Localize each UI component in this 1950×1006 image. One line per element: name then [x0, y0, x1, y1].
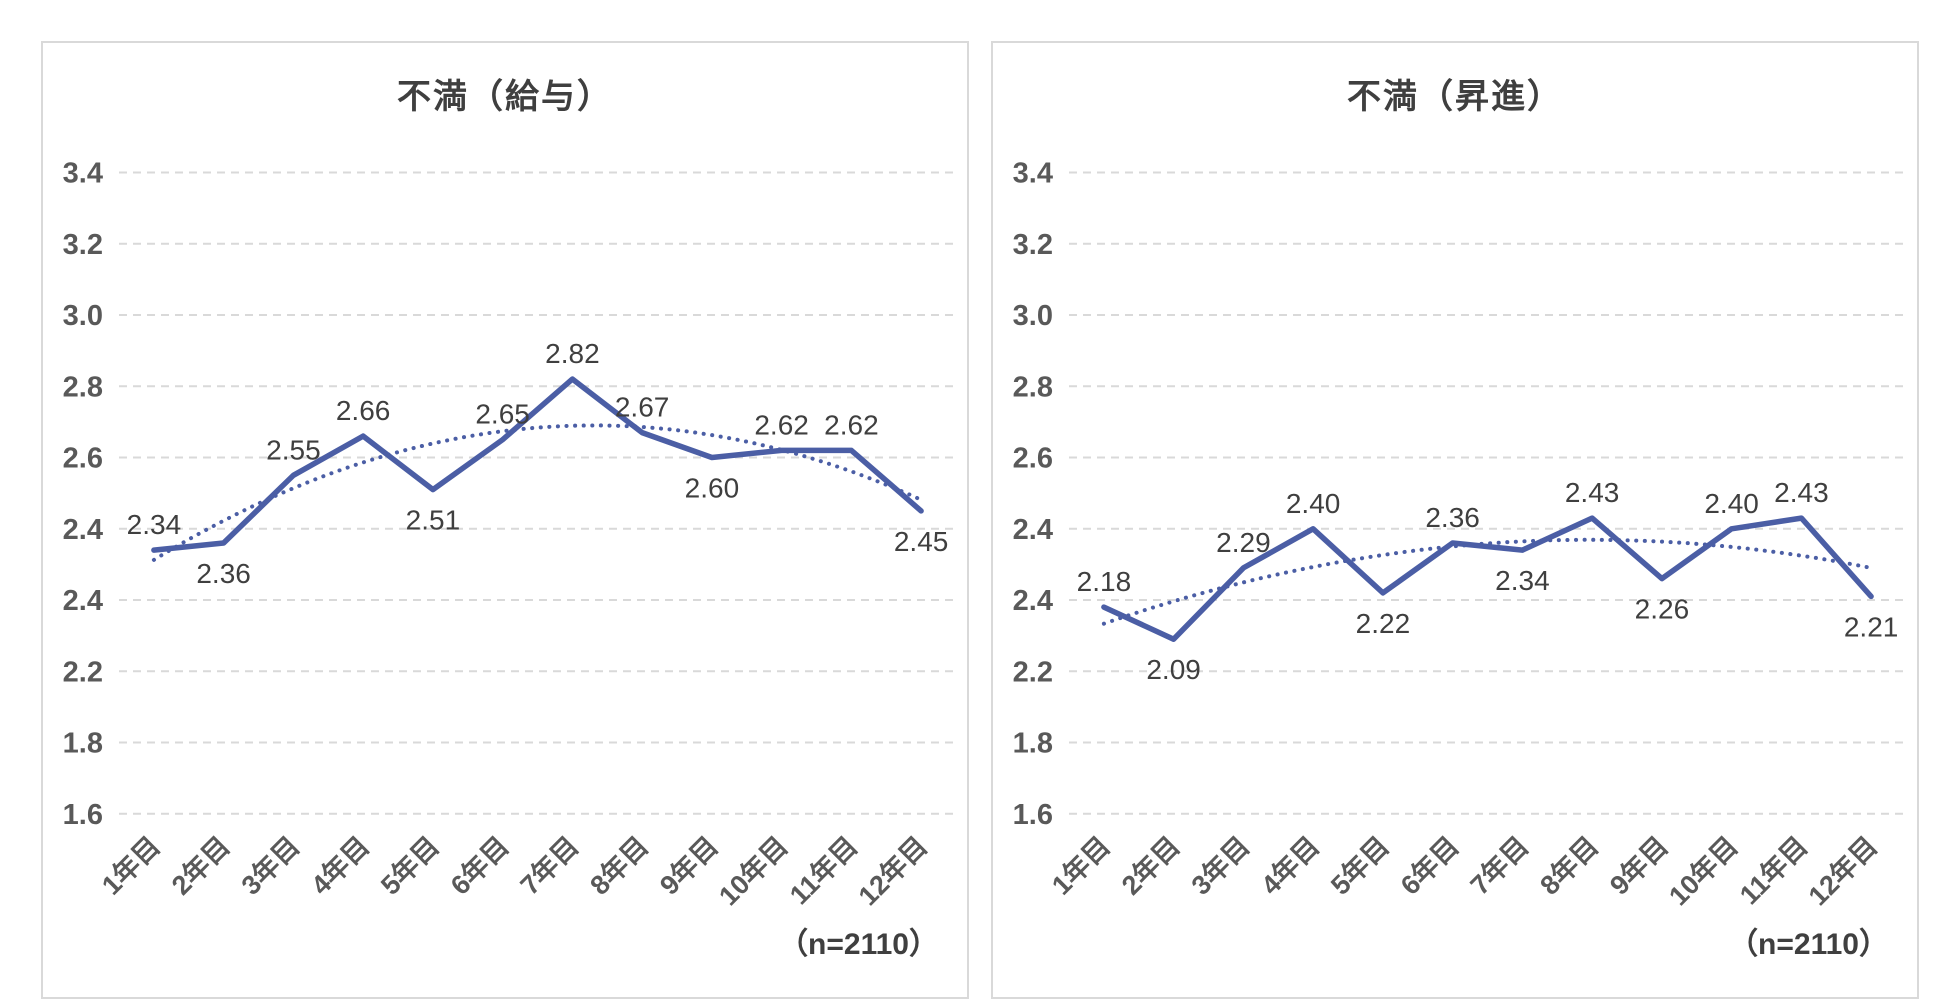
x-axis-tick-label: 7年目: [514, 830, 585, 901]
data-point-label: 2.45: [894, 526, 949, 557]
data-point-label: 2.34: [127, 509, 182, 540]
y-axis-tick-label: 2.4: [63, 585, 103, 617]
y-axis-tick-label: 3.2: [1013, 229, 1053, 261]
x-axis-tick-label: 8年目: [584, 830, 655, 901]
x-axis-tick-label: 11年目: [783, 830, 863, 910]
data-point-label: 2.26: [1635, 594, 1690, 625]
y-axis-tick-label: 3.0: [63, 300, 103, 332]
data-point-label: 2.09: [1146, 654, 1201, 685]
y-axis-tick-label: 2.2: [63, 656, 103, 688]
x-axis-tick-label: 7年目: [1464, 830, 1535, 901]
x-axis-tick-label: 6年目: [444, 830, 515, 901]
y-axis-tick-label: 1.6: [63, 799, 103, 831]
chart-title-promotion: 不満（昇進）: [1347, 78, 1563, 116]
chart-panel-salary: 3.4 3.2 3.0 2.8 2.6 2.4 2.4 2.2 1.8 1.6 1年目 2年目 3年目 4…: [41, 41, 969, 999]
data-point-label: 2.18: [1077, 566, 1132, 597]
sample-size-note: （n=2110）: [1728, 928, 1889, 961]
x-axis-tick-label: 2年目: [165, 830, 236, 901]
x-axis-tick-label: 4年目: [1255, 830, 1326, 901]
x-axis-tick-label: 1年目: [1045, 830, 1116, 901]
x-axis-tick-label: 10年目: [1663, 830, 1744, 911]
x-axis-tick-label: 4年目: [305, 830, 376, 901]
data-point-label: 2.36: [1425, 502, 1480, 533]
y-axis-tick-label: 3.2: [63, 229, 103, 261]
data-point-label: 2.40: [1704, 488, 1759, 519]
data-point-label: 2.29: [1216, 527, 1271, 558]
x-axis-tick-label: 3年目: [235, 830, 306, 901]
data-point-label: 2.62: [754, 409, 809, 440]
trendline-dotted: [151, 423, 924, 562]
data-point-label: 2.82: [545, 338, 600, 369]
data-point-label: 2.55: [266, 434, 321, 465]
data-point-label: 2.21: [1844, 611, 1899, 642]
y-axis-tick-label: 2.2: [1013, 656, 1053, 688]
x-axis-tick-label: 11年目: [1733, 830, 1813, 910]
data-point-label: 2.34: [1495, 565, 1550, 596]
x-axis-tick-label: 12年目: [1802, 830, 1883, 911]
data-point-label: 2.43: [1774, 477, 1829, 508]
x-axis-tick-label: 6年目: [1394, 830, 1465, 901]
data-point-label: 2.43: [1565, 477, 1620, 508]
y-axis-tick-label: 1.6: [1013, 799, 1053, 831]
y-axis-tick-label: 3.4: [1013, 158, 1053, 190]
x-axis-tick-label: 8年目: [1534, 830, 1605, 901]
x-axis-tick-label: 12年目: [852, 830, 933, 911]
data-point-label: 2.51: [406, 505, 461, 536]
y-axis-tick-label: 2.4: [63, 514, 103, 546]
data-point-label: 2.67: [615, 392, 670, 423]
x-axis-tick-label: 10年目: [713, 830, 794, 911]
series-line: [1101, 515, 1874, 642]
data-point-label: 2.65: [475, 399, 530, 430]
data-point-label: 2.60: [685, 473, 740, 504]
y-axis-tick-label: 3.0: [1013, 300, 1053, 332]
y-axis-tick-label: 2.4: [1013, 585, 1053, 617]
x-axis-tick-label: 5年目: [374, 830, 445, 901]
y-axis-tick-label: 2.8: [63, 371, 103, 403]
y-axis-tick-label: 2.6: [63, 443, 103, 475]
x-axis-tick-label: 1年目: [95, 830, 166, 901]
chart-panel-promotion: 3.4 3.2 3.0 2.8 2.6 2.4 2.4 2.2 1.8 1.6 1年目 2年目 3年目 4…: [991, 41, 1919, 999]
data-point-label: 2.62: [824, 409, 879, 440]
x-axis-tick-label: 2年目: [1115, 830, 1186, 901]
y-axis-tick-label: 2.4: [1013, 514, 1053, 546]
y-axis-tick-label: 1.8: [63, 728, 103, 760]
x-axis-tick-label: 3年目: [1185, 830, 1256, 901]
y-axis-tick-label: 3.4: [63, 158, 103, 190]
x-axis-tick-label: 5年目: [1324, 830, 1395, 901]
sample-size-note: （n=2110）: [778, 928, 939, 961]
data-point-label: 2.66: [336, 395, 391, 426]
data-point-label: 2.40: [1286, 488, 1341, 519]
y-axis-tick-label: 2.6: [1013, 443, 1053, 475]
chart-title-salary: 不満（給与）: [397, 78, 613, 116]
y-axis-tick-label: 2.8: [1013, 371, 1053, 403]
y-axis-tick-label: 1.8: [1013, 728, 1053, 760]
series-line: [151, 376, 924, 553]
data-point-label: 2.36: [196, 558, 251, 589]
data-point-label: 2.22: [1356, 608, 1411, 639]
